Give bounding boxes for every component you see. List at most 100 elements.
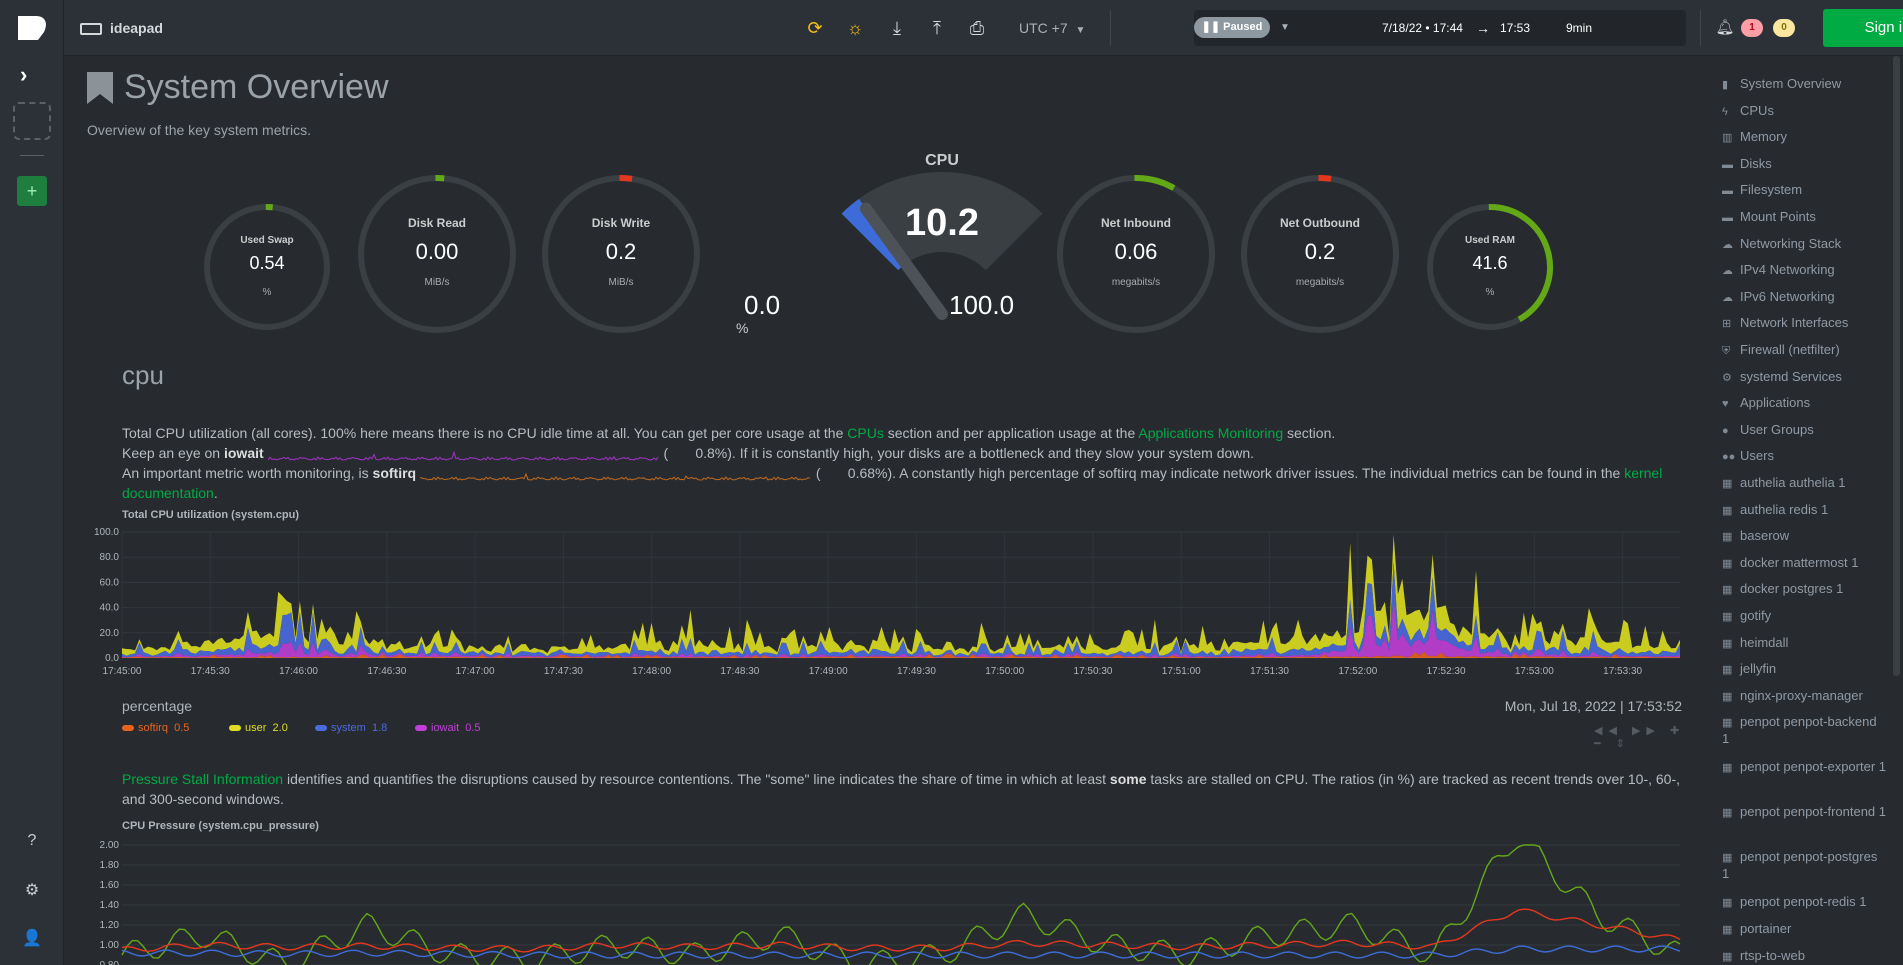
text: ( xyxy=(663,445,669,461)
user-icon[interactable]: 👤 xyxy=(22,930,42,947)
space-placeholder[interactable] xyxy=(13,102,51,140)
gauge-value: 0.2 xyxy=(605,239,637,264)
grid-icon: ▦ xyxy=(1722,611,1733,623)
nav-item[interactable]: ▦ gotify xyxy=(1722,608,1887,625)
nav-item[interactable]: ⚙ systemd Services xyxy=(1722,369,1887,386)
nav-item-label: docker mattermost 1 xyxy=(1740,554,1859,570)
nav-item[interactable]: ▮ System Overview xyxy=(1722,76,1887,93)
kernel-documentation-link[interactable]: kernel documentation xyxy=(122,465,1663,501)
nav-item[interactable]: ⛨ Firewall (netfilter) xyxy=(1722,342,1887,359)
pressure-series-line xyxy=(121,844,1681,965)
nav-item[interactable]: ▦ nginx-proxy-manager xyxy=(1722,688,1887,705)
settings-icon[interactable]: ⚙ xyxy=(24,882,40,899)
bell-icon[interactable]: 🔔︎ xyxy=(1715,19,1735,36)
pressure-chart[interactable]: 2.00 1.80 1.60 1.40 1.20 1.00 0.80 xyxy=(64,831,1684,965)
legend-name: system xyxy=(331,722,366,734)
hdd-icon: ▬ xyxy=(1722,158,1733,171)
legend-item-softirq[interactable]: softirq 0.5 xyxy=(122,722,189,734)
y-tick-label: 1.80 xyxy=(100,860,120,871)
chart-toolbox[interactable]: ◀◀ ▶▶ ✚ ━ ⇕ xyxy=(1594,725,1686,750)
nav-item[interactable]: ▦ penpot penpot-redis 1 xyxy=(1722,894,1887,911)
add-space-button[interactable]: + xyxy=(17,176,47,206)
text: ). If it is constantly high, your disks … xyxy=(727,445,1255,461)
nav-item[interactable]: ● User Groups xyxy=(1722,422,1887,439)
x-tick-label: 17:53:00 xyxy=(1515,666,1554,677)
legend-item-iowait[interactable]: iowait 0.5 xyxy=(415,722,481,734)
nav-item-label: CPUs xyxy=(1740,102,1774,118)
nav-item[interactable]: ▬ Filesystem xyxy=(1722,182,1887,199)
left-sidebar: › + ? ⚙ 👤 xyxy=(0,0,64,965)
help-icon[interactable]: ? xyxy=(27,832,37,849)
nav-item-label: baserow xyxy=(1740,528,1790,544)
nav-item[interactable]: ▦ penpot penpot-exporter 1 xyxy=(1722,759,1887,776)
nav-item[interactable]: ▦ penpot penpot-backend 1 xyxy=(1722,714,1887,747)
critical-alerts-badge[interactable]: 1 xyxy=(1741,19,1763,37)
host-selector[interactable]: ideapad xyxy=(80,0,163,56)
gauge-title: Net Outbound xyxy=(1280,216,1360,230)
warning-alerts-badge[interactable]: 0 xyxy=(1773,19,1795,37)
nav-item-label: systemd Services xyxy=(1740,368,1842,384)
nav-item[interactable]: ▦ docker postgres 1 xyxy=(1722,581,1887,598)
time-range-box[interactable] xyxy=(1194,10,1686,46)
nav-item[interactable]: ●● Users xyxy=(1722,448,1887,465)
cpu-chart[interactable]: 100.0 80.0 60.0 40.0 20.0 0.0 17:45:00 17:45:30… xyxy=(64,518,1684,678)
gauge-unit: MiB/s xyxy=(608,277,634,288)
nav-item[interactable]: ▦ authelia redis 1 xyxy=(1722,502,1887,519)
upload-icon[interactable]: ⤒ xyxy=(933,18,941,38)
nav-item[interactable]: ⊞ Network Interfaces xyxy=(1722,315,1887,332)
cpu-description: Total CPU utilization (all cores). 100% … xyxy=(122,423,1682,443)
nav-item[interactable]: ▦ penpot penpot-postgres 1 xyxy=(1722,849,1887,882)
download-icon[interactable]: ⤓ xyxy=(893,18,901,38)
nav-item[interactable]: ☁ IPv4 Networking xyxy=(1722,262,1887,279)
nav-item-label: Network Interfaces xyxy=(1740,315,1849,331)
iowait-value: 0.8% xyxy=(695,445,728,461)
nav-item[interactable]: ▦ docker mattermost 1 xyxy=(1722,555,1887,572)
timezone-selector[interactable]: UTC +7 ▼ xyxy=(1019,0,1085,56)
nav-item-label: docker postgres 1 xyxy=(1740,581,1844,597)
expand-sidebar-icon[interactable]: › xyxy=(20,62,28,87)
users-icon: ●● xyxy=(1722,451,1736,464)
legend-item-system[interactable]: system 1.8 xyxy=(315,722,387,734)
nav-item[interactable]: ▦ rtsp-to-web xyxy=(1722,948,1887,965)
nav-item[interactable]: ☁ IPv6 Networking xyxy=(1722,289,1887,306)
text: Keep an eye on xyxy=(122,445,224,461)
cpu-gauge-needle xyxy=(859,202,948,320)
legend-swatch xyxy=(415,725,427,732)
scrollbar[interactable] xyxy=(1893,56,1900,676)
gauge-unit: % xyxy=(1485,287,1495,298)
netdata-logo-icon[interactable] xyxy=(16,14,50,42)
nav-item[interactable]: ▦ baserow xyxy=(1722,528,1887,545)
pressure-stall-link[interactable]: Pressure Stall Information xyxy=(122,771,284,787)
nav-item[interactable]: ▬ Disks xyxy=(1722,156,1887,173)
applications-monitoring-link[interactable]: Applications Monitoring xyxy=(1138,425,1284,441)
nav-item[interactable]: ϟ CPUs xyxy=(1722,103,1887,120)
x-tick-label: 17:50:00 xyxy=(985,666,1024,677)
print-icon[interactable]: ⎙ xyxy=(969,18,985,38)
nav-item[interactable]: ▦ jellyfin xyxy=(1722,661,1887,678)
text: tasks are stalled on CPU. The ratios (in… xyxy=(122,771,1681,807)
nav-item[interactable]: ▥ Memory xyxy=(1722,129,1887,146)
chevron-down-icon[interactable]: ▼ xyxy=(1280,22,1290,33)
nav-item[interactable]: ☁ Networking Stack xyxy=(1722,236,1887,253)
sign-in-button[interactable]: Sign in xyxy=(1823,9,1903,47)
lightbulb-icon[interactable]: ☼ xyxy=(846,18,864,38)
nav-item[interactable]: ▦ heimdall xyxy=(1722,635,1887,652)
nav-item[interactable]: ▦ penpot penpot-frontend 1 xyxy=(1722,804,1887,821)
top-bar: ideapad ⟳ ☼ ⤓ ⤒ ⎙ UTC +7 ▼ ❚❚ Paused ▼ 7… xyxy=(64,0,1903,56)
hdd-icon: ▬ xyxy=(1722,185,1733,198)
nav-item[interactable]: ♥ Applications xyxy=(1722,395,1887,412)
page-subtitle: Overview of the key system metrics. xyxy=(87,122,312,138)
cpus-link[interactable]: CPUs xyxy=(847,425,884,441)
gauge-fill xyxy=(1318,175,1332,182)
nav-item-label: Users xyxy=(1740,448,1774,464)
hdd-icon: ▬ xyxy=(1722,212,1733,224)
refresh-icon[interactable]: ⟳ xyxy=(807,18,823,38)
legend-item-user[interactable]: user 2.0 xyxy=(229,722,288,734)
nav-item[interactable]: ▦ authelia authelia 1 xyxy=(1722,475,1887,492)
nav-item[interactable]: ▦ portainer xyxy=(1722,921,1887,938)
nav-item-label: heimdall xyxy=(1740,634,1789,650)
timezone-label: UTC +7 xyxy=(1019,20,1068,36)
nav-item[interactable]: ▬ Mount Points xyxy=(1722,209,1887,226)
status-badge[interactable]: ❚❚ Paused xyxy=(1194,17,1270,38)
grid-icon: ▦ xyxy=(1722,690,1733,703)
